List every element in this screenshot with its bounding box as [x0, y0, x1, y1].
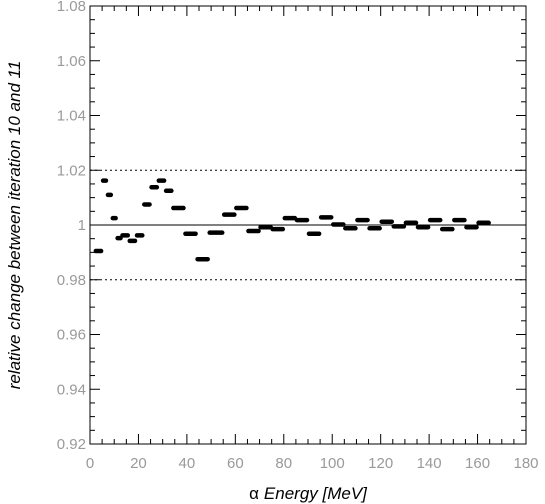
y-tick-label: 1.02: [57, 162, 86, 179]
reference-lines: [90, 169, 526, 281]
x-tick-label: 180: [513, 455, 538, 472]
x-tick-label: 100: [320, 455, 345, 472]
y-tick-label: 0.94: [57, 381, 86, 398]
y-tick-label: 0.98: [57, 272, 86, 289]
x-tick-label: 40: [179, 455, 196, 472]
x-tick-label: 80: [275, 455, 292, 472]
data-points: [93, 178, 491, 262]
x-tick-label: 60: [227, 455, 244, 472]
x-tick-label: 140: [417, 455, 442, 472]
y-tick-label: 0.92: [57, 436, 86, 453]
x-axis-title-text: Energy [MeV]: [264, 484, 368, 503]
y-axis-title: relative change between iteration 10 and…: [5, 61, 24, 390]
x-axis-title: α Energy [MeV]: [249, 484, 368, 503]
y-tick-label: 1.04: [57, 108, 86, 125]
x-tick-label: 120: [368, 455, 393, 472]
x-tick-label: 160: [465, 455, 490, 472]
x-tick-label: 0: [86, 455, 94, 472]
y-tick-label: 0.96: [57, 327, 86, 344]
y-axis-ticks: 0.92 0.94 0.96 0.98 1 1.02 1.04 1.06 1.08: [57, 0, 526, 453]
x-tick-label: 20: [130, 455, 147, 472]
x-axis-title-prefix: α: [249, 484, 259, 503]
y-tick-label: 1.06: [57, 53, 86, 70]
y-tick-label: 1: [78, 217, 86, 234]
y-tick-label: 1.08: [57, 0, 86, 15]
x-axis-ticks: 0 20 40 60 80 100 120 140 160 180: [86, 6, 539, 472]
